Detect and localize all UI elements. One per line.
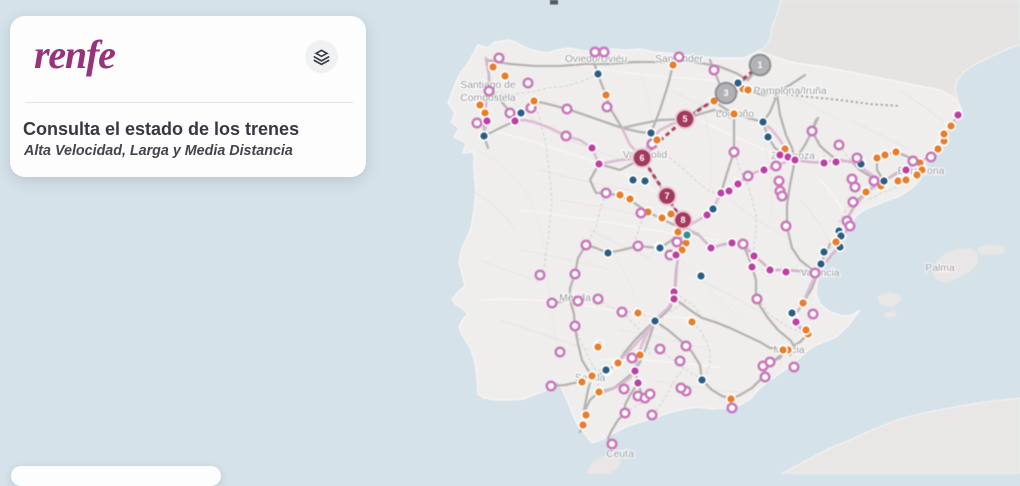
- svg-text:Santiago de: Santiago de: [460, 80, 516, 91]
- svg-text:Palma: Palma: [925, 263, 955, 274]
- svg-text:Oviedo/Uviéu: Oviedo/Uviéu: [565, 54, 628, 65]
- svg-text:5: 5: [682, 114, 687, 124]
- svg-text:6: 6: [639, 153, 644, 163]
- svg-text:8: 8: [680, 215, 685, 225]
- svg-text:1: 1: [757, 60, 762, 70]
- svg-text:3: 3: [723, 88, 728, 98]
- svg-text:Pamplona/Iruña: Pamplona/Iruña: [753, 86, 827, 97]
- svg-text:Compostela: Compostela: [460, 93, 516, 104]
- svg-text:7: 7: [664, 191, 669, 201]
- svg-text:Ceuta: Ceuta: [606, 449, 634, 460]
